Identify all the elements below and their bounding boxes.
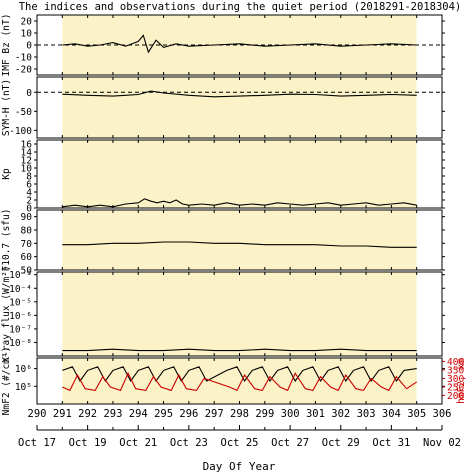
y-tick-label: -100	[9, 126, 32, 137]
y-tick-label: 10⁵	[15, 382, 32, 393]
x-tick-label: 299	[255, 408, 274, 420]
x-tick-label: 296	[179, 408, 198, 420]
y-right-tick-label: 350	[447, 365, 464, 376]
x-tick-label: 302	[331, 408, 350, 420]
y-tick-label: 10⁻⁶	[9, 311, 32, 322]
panel-frame	[36, 357, 443, 405]
x-tick-label: 303	[357, 408, 376, 420]
y-tick-label: -50	[15, 107, 32, 118]
x-tick-label: 306	[433, 408, 452, 420]
date-tick-label: Oct 21	[119, 437, 157, 449]
y-tick-label: 90	[21, 212, 33, 223]
date-tick-label: Oct 17	[18, 437, 56, 449]
x-axis-label: Day Of Year	[203, 460, 276, 473]
date-tick-label: Oct 25	[221, 437, 259, 449]
shaded-region	[62, 210, 417, 270]
x-tick-label: 298	[230, 408, 249, 420]
panel-frame	[36, 76, 443, 139]
y-tick-label: 2	[26, 196, 32, 207]
date-tick-label: Oct 27	[271, 437, 309, 449]
shaded-region	[62, 140, 417, 208]
x-tick-label: 290	[28, 408, 47, 420]
y-tick-label: 10	[21, 164, 33, 175]
x-tick-label: 294	[129, 408, 148, 420]
y-axis-label: SYM-H (nT)	[1, 79, 12, 136]
y-tick-label: -10	[15, 53, 32, 64]
panel-f107: 90 80 70 60 50 F10.7 (sfu)	[1, 209, 445, 277]
x-tick-label: 301	[306, 408, 325, 420]
y-tick-label: 70	[21, 239, 33, 250]
panel-frame	[36, 209, 443, 271]
shaded-region	[62, 77, 417, 138]
y-tick-label: 10⁻⁵	[9, 297, 32, 308]
y-tick-label: 10⁻⁴	[9, 284, 32, 295]
y-tick-label: 0	[26, 41, 32, 52]
shaded-region	[62, 272, 417, 356]
y-right-tick-label: 250	[447, 382, 464, 393]
series-line-0	[62, 348, 417, 352]
y-right-axis-label: hmF2, km	[456, 358, 467, 404]
x-tick-label: 295	[154, 408, 173, 420]
y-tick-label: 16	[21, 140, 33, 151]
y-axis-label: F10.7 (sfu)	[1, 209, 12, 272]
y-tick-label: 14	[21, 148, 33, 159]
series-line-0	[62, 366, 417, 383]
panel-frame	[36, 139, 443, 209]
y-tick-label: 0	[26, 88, 32, 99]
series-line-1	[62, 372, 418, 392]
y-tick-label: 10⁻⁸	[9, 338, 32, 349]
date-tick-label: Oct 23	[170, 437, 208, 449]
y-axis-label: NmF2 (#/cm³)	[1, 347, 12, 416]
series-line-0	[62, 34, 417, 54]
y-axis-label: X-ray flux (W/m²)	[1, 265, 12, 362]
figure-title: The indices and observations during the …	[19, 1, 462, 13]
x-tick-label: 304	[382, 408, 401, 420]
x-tick-label: 291	[53, 408, 72, 420]
y-tick-label: 60	[21, 252, 33, 263]
y-tick-label: 50	[21, 266, 33, 277]
y-tick-label: 20	[21, 17, 33, 28]
y-tick-label: -20	[15, 65, 32, 76]
y-tick-label: 0	[26, 204, 32, 215]
date-tick-label: Nov 02	[423, 437, 461, 449]
y-axis-label: Kp	[1, 168, 12, 180]
y-right-tick-label: 200	[447, 391, 464, 402]
x-tick-label: 293	[103, 408, 122, 420]
panel-frame	[36, 14, 443, 76]
series-line-0	[62, 90, 417, 98]
y-tick-label: 80	[21, 226, 33, 237]
date-tick-label: Oct 19	[69, 437, 107, 449]
x-tick-label: 297	[205, 408, 224, 420]
x-tick-label: 292	[78, 408, 97, 420]
y-tick-label: 10⁻³	[9, 270, 32, 281]
series-line-0	[62, 241, 417, 248]
panel-xray: 10⁻³ 10⁻⁴ 10⁻⁵ 10⁻⁶ 10⁻⁷ 10⁻⁸X-ray flux (W/m²…	[1, 265, 445, 363]
x-tick-label: 300	[281, 408, 300, 420]
y-tick-label: 10⁻⁷	[9, 324, 32, 335]
date-tick-label: Oct 29	[322, 437, 360, 449]
y-tick-label: 12	[21, 156, 32, 167]
y-tick-label: 10⁶	[15, 364, 32, 375]
shaded-region	[62, 358, 417, 404]
panel-frame	[36, 271, 443, 357]
y-axis-label: IMF Bz (nT)	[1, 14, 12, 77]
y-right-tick-label: 400	[447, 357, 464, 368]
x-tick-label: 305	[407, 408, 426, 420]
y-tick-label: 8	[26, 172, 32, 183]
y-tick-label: 6	[26, 180, 32, 191]
y-tick-label: 10	[21, 29, 33, 40]
y-right-tick-label: 300	[447, 374, 464, 385]
date-tick-label: Oct 31	[372, 437, 410, 449]
y-tick-label: 4	[26, 188, 32, 199]
x-axis: 290 291 292 293 294 295 296 297 298 299 300 301 302 3…	[18, 408, 461, 449]
